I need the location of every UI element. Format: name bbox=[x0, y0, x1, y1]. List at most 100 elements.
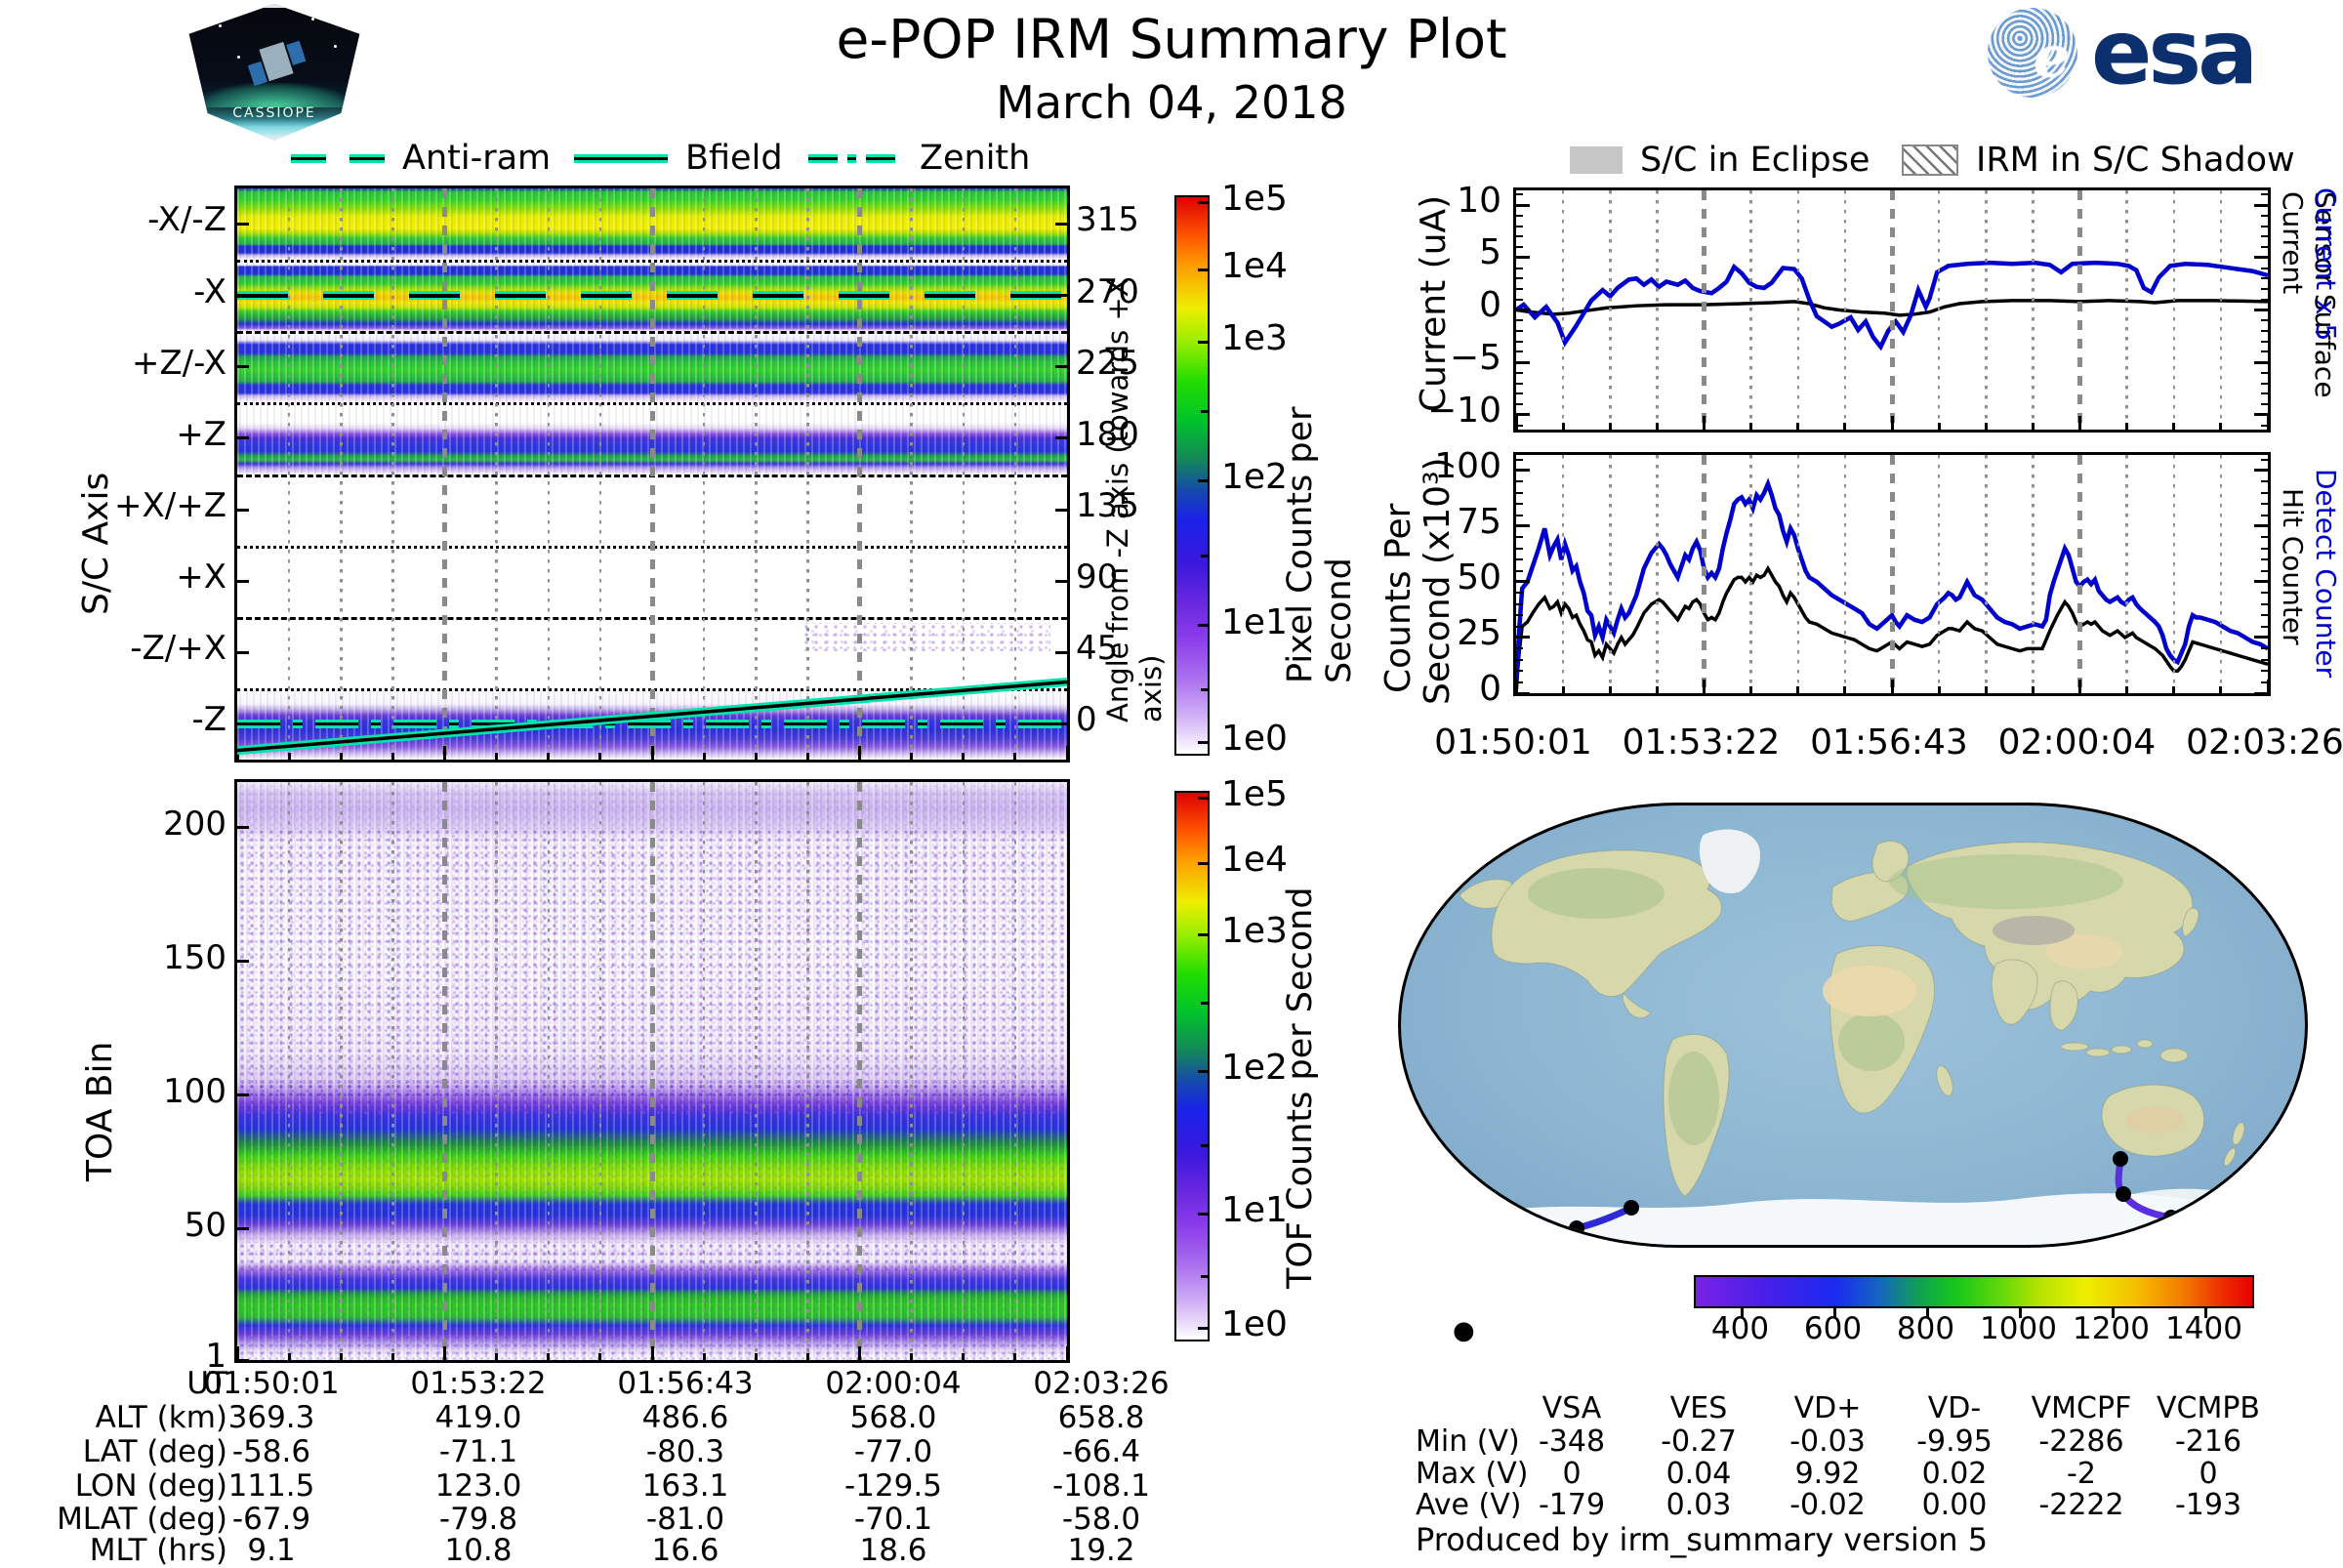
y-tick bbox=[1055, 509, 1067, 512]
y-minor-tick bbox=[2261, 459, 2268, 461]
gridline-minor bbox=[1656, 455, 1659, 693]
colorbar-tick bbox=[1198, 1327, 1208, 1330]
x-tick bbox=[1938, 423, 1941, 430]
y-minor-tick bbox=[1516, 515, 1523, 516]
y-minor-tick bbox=[2261, 372, 2268, 374]
y-minor-tick bbox=[2261, 480, 2268, 482]
y-tick bbox=[1055, 436, 1067, 439]
y-tick-label: 0 bbox=[1111, 669, 1501, 709]
ephemeris-cell: -66.4 bbox=[906, 1434, 1296, 1469]
y-minor-tick bbox=[2261, 525, 2268, 527]
y-minor-tick bbox=[1516, 670, 1523, 672]
y-minor-tick bbox=[1516, 525, 1523, 527]
legend-item-eclipse: S/C in Eclipse bbox=[1570, 143, 1870, 178]
gridline-minor bbox=[2125, 190, 2128, 430]
gridline-minor bbox=[2125, 455, 2128, 693]
y-minor-tick bbox=[1516, 319, 1523, 321]
x-tick bbox=[1749, 423, 1752, 430]
y-minor-tick bbox=[2261, 515, 2268, 516]
y-minor-tick bbox=[2261, 235, 2268, 237]
x-tick bbox=[1703, 680, 1706, 693]
y-minor-tick bbox=[1516, 403, 1523, 405]
gridline-major bbox=[2077, 190, 2082, 430]
sc-axis-category-label: -Z/+X bbox=[0, 629, 226, 668]
y-minor-tick bbox=[1516, 383, 1523, 385]
gridline-minor bbox=[2220, 190, 2223, 430]
y-minor-tick bbox=[1516, 492, 1523, 494]
ephemeris-cell: 658.8 bbox=[906, 1400, 1296, 1435]
angle-tick-label: 0 bbox=[1076, 700, 1097, 739]
x-tick bbox=[1703, 416, 1706, 430]
gridline-minor bbox=[1938, 455, 1941, 693]
gridline-minor bbox=[1797, 455, 1800, 693]
gridline-minor bbox=[2032, 455, 2035, 693]
x-tick bbox=[962, 1353, 965, 1360]
y-minor-tick bbox=[1516, 330, 1523, 332]
y-minor-tick bbox=[2261, 603, 2268, 605]
antiram-line-icon bbox=[291, 154, 385, 163]
y-minor-tick bbox=[1516, 361, 1523, 363]
y-minor-tick bbox=[2261, 626, 2268, 628]
gridline-minor bbox=[495, 782, 498, 1360]
detect-counter-label: Detect Counter bbox=[2310, 469, 2342, 693]
x-tick bbox=[2267, 680, 2270, 693]
y-minor-tick bbox=[2261, 558, 2268, 560]
legend-item-bfield: Bfield bbox=[574, 141, 783, 176]
gridline-minor bbox=[340, 782, 343, 1360]
legend-label: IRM in S/C Shadow bbox=[1976, 141, 2295, 180]
y-minor-tick bbox=[1516, 548, 1523, 550]
voltage-cell: -216 bbox=[2013, 1424, 2343, 1459]
x-tick bbox=[1843, 686, 1846, 693]
gridline-minor bbox=[1749, 190, 1752, 430]
y-tick bbox=[237, 1359, 249, 1362]
legend-label: Anti-ram bbox=[402, 139, 551, 178]
y-tick-label: −5 bbox=[1111, 338, 1501, 378]
ephemeris-cell: -58.0 bbox=[906, 1502, 1296, 1537]
x-tick bbox=[755, 1353, 758, 1360]
y-tick-label: 5 bbox=[1111, 232, 1501, 272]
y-minor-tick bbox=[1516, 626, 1523, 628]
x-tick bbox=[1985, 686, 1988, 693]
dot-icon: ● bbox=[1453, 1316, 1475, 1345]
y-minor-tick bbox=[1516, 536, 1523, 538]
gridline-minor bbox=[1749, 455, 1752, 693]
y-tick bbox=[237, 651, 249, 654]
y-minor-tick bbox=[2261, 670, 2268, 672]
gridline-minor bbox=[1562, 190, 1565, 430]
x-tick bbox=[1985, 423, 1988, 430]
gridline-minor bbox=[963, 782, 966, 1360]
y-minor-tick bbox=[2261, 193, 2268, 195]
y-minor-tick bbox=[1516, 480, 1523, 482]
sc-axis-category-label: +X/+Z bbox=[0, 486, 226, 525]
x-tick bbox=[2172, 423, 2175, 430]
toa-tick-label: 100 bbox=[0, 1072, 226, 1111]
y-minor-tick bbox=[1516, 299, 1523, 301]
toa-spectrogram-panel bbox=[234, 779, 1070, 1363]
sc-axis-category-label: -X bbox=[0, 272, 226, 311]
y-tick-label: 10 bbox=[1111, 181, 1501, 221]
y-tick bbox=[237, 294, 249, 297]
x-tick bbox=[2267, 416, 2270, 430]
y-minor-tick bbox=[2261, 226, 2268, 227]
y-minor-tick bbox=[2261, 659, 2268, 661]
colorbar-tick bbox=[1198, 933, 1208, 936]
y-minor-tick bbox=[2261, 257, 2268, 259]
gridline-minor bbox=[1985, 455, 1988, 693]
y-tick-label: 0 bbox=[1111, 285, 1501, 325]
y-minor-tick bbox=[2261, 647, 2268, 649]
x-tick bbox=[1562, 686, 1565, 693]
y-minor-tick bbox=[2261, 288, 2268, 290]
colorbar-tick bbox=[1198, 1213, 1208, 1216]
x-tick bbox=[288, 1353, 291, 1360]
gridline-minor bbox=[1985, 190, 1988, 430]
y-minor-tick bbox=[1516, 372, 1523, 374]
legend-label: S/C in Eclipse bbox=[1640, 141, 1870, 180]
y-minor-tick bbox=[2261, 492, 2268, 494]
y-minor-tick bbox=[1516, 204, 1523, 206]
gridline-minor bbox=[2173, 455, 2176, 693]
y-minor-tick bbox=[2261, 470, 2268, 472]
gridline-major bbox=[650, 782, 655, 1360]
legend-label: Bfield bbox=[685, 139, 783, 178]
y-minor-tick bbox=[2261, 299, 2268, 301]
